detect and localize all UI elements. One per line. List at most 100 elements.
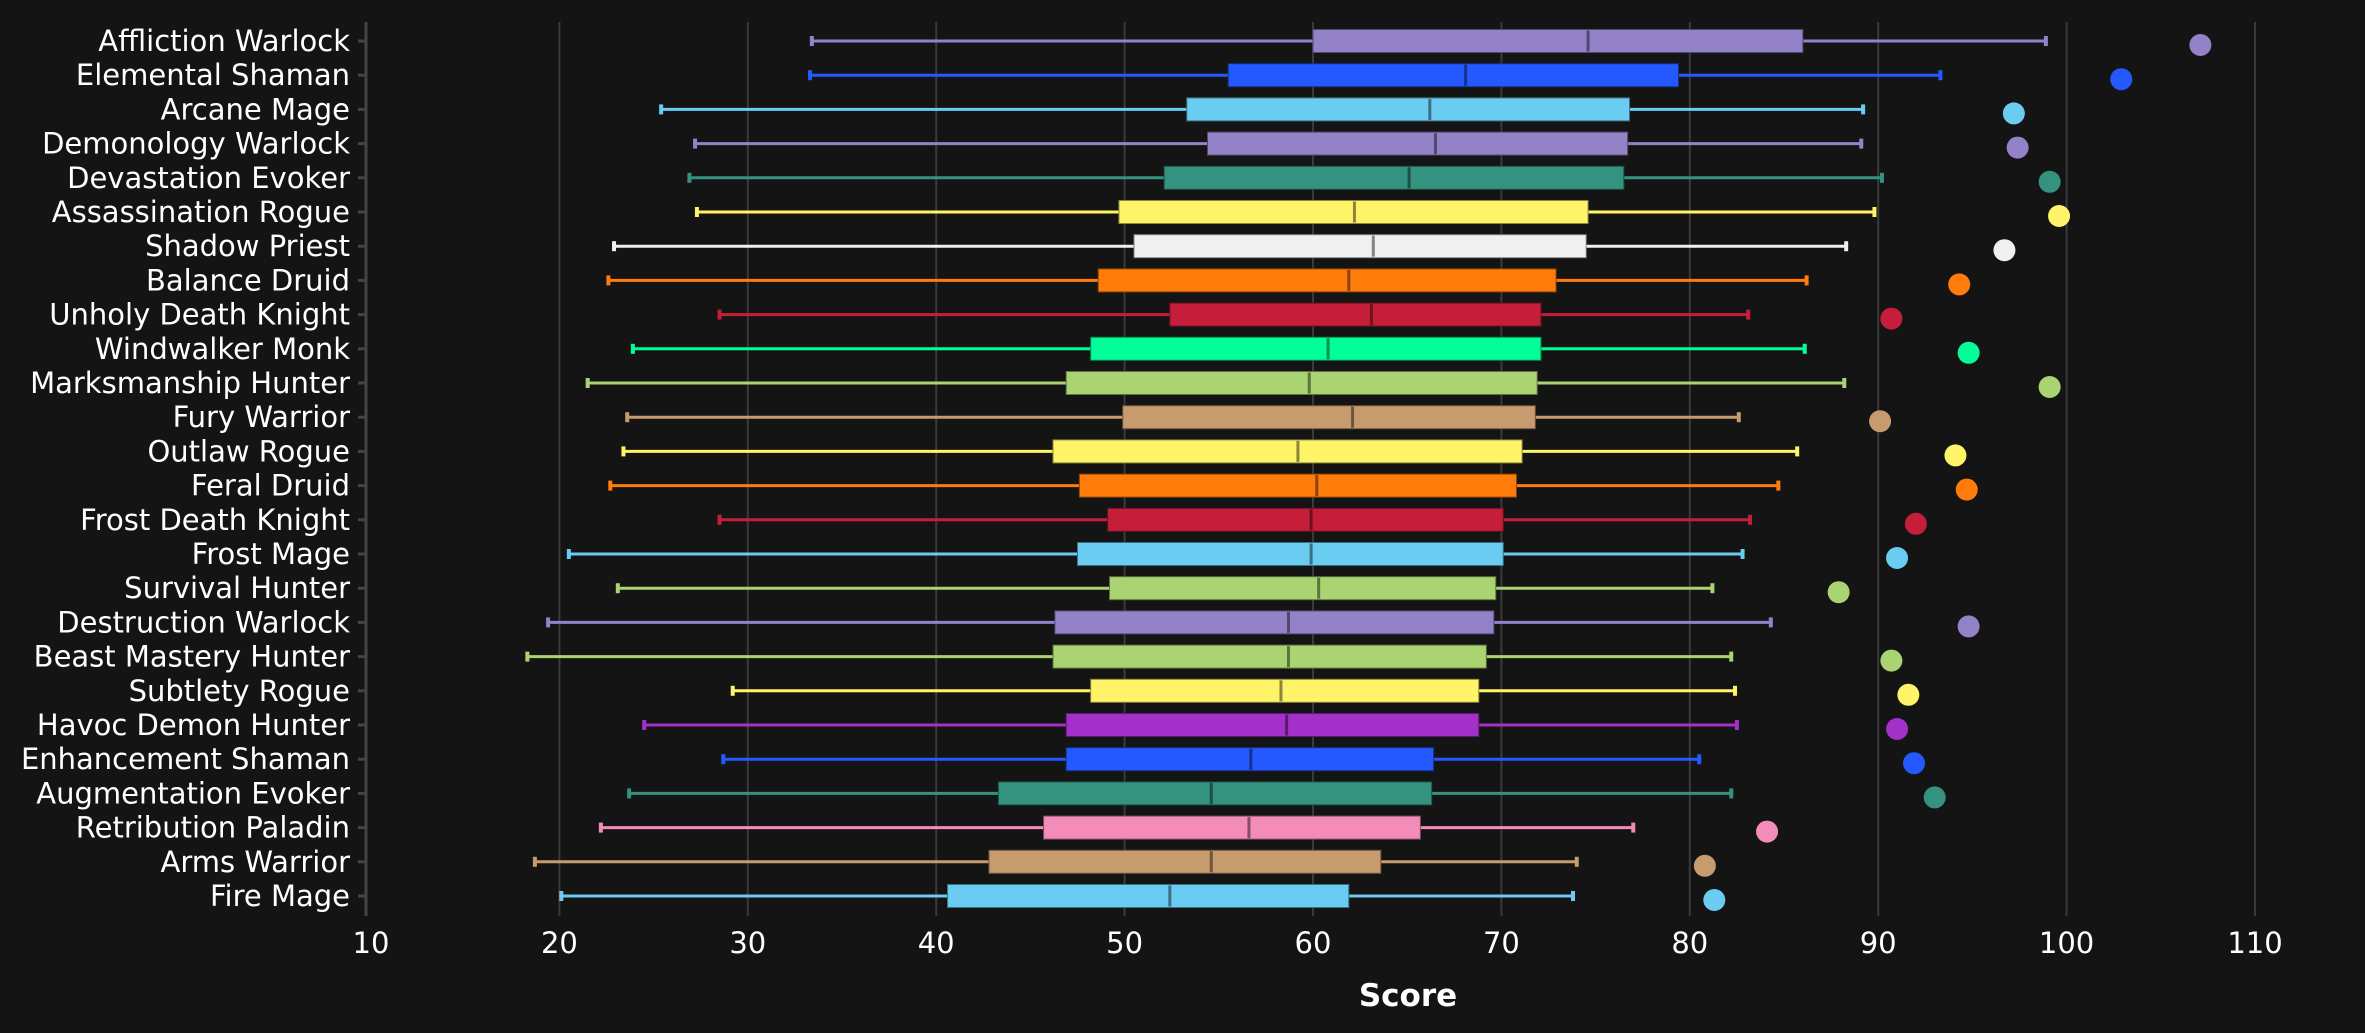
box-retribution-paladin [598,815,1779,843]
iqr-box [1054,610,1495,635]
iqr-box [1186,97,1631,122]
box-arcane-mage [659,97,2025,125]
y-tick-label: Fury Warrior [173,400,351,434]
y-tick-label: Arms Warrior [161,845,351,879]
iqr-box [1163,165,1625,190]
iqr-box [997,781,1433,806]
x-tick-label: 70 [1483,926,1520,960]
score-dot [1993,239,2016,262]
score-dot [1944,444,1967,467]
score-dot [1756,820,1779,843]
iqr-box [1122,405,1536,430]
box-arms-warrior [532,849,1716,877]
score-dot [2189,34,2212,56]
y-tick-label: Demonology Warlock [42,127,350,161]
score-dot [1923,786,1946,809]
score-dot [1904,512,1927,535]
plot-area [525,29,2212,911]
y-tick-label: Destruction Warlock [57,605,350,639]
score-dot [1869,410,1892,433]
box-fire-mage [559,884,1726,911]
score-dot [2038,170,2061,193]
score-dot [1902,752,1925,775]
box-frost-death-knight [717,507,1927,535]
iqr-box [988,849,1382,874]
y-tick-label: Frost Mage [192,537,350,571]
score-dot [2110,68,2133,91]
iqr-box [1065,713,1480,737]
x-tick-label: 40 [918,926,955,960]
y-tick-label: Unholy Death Knight [49,298,350,332]
y-tick-label: Outlaw Rogue [147,434,350,468]
iqr-box [1090,678,1480,703]
score-dot [1897,683,1920,706]
box-havoc-demon-hunter [642,713,1909,740]
score-dot [1827,581,1850,604]
box-demonology-warlock [693,131,2029,159]
y-tick-label: Assassination Rogue [52,195,350,229]
box-shadow-priest [612,234,2016,262]
iqr-box [1169,302,1542,327]
score-dot [1948,273,1971,296]
iqr-box [1097,268,1557,293]
box-augmentation-evoker [627,781,1946,809]
y-tick-label: Survival Hunter [124,571,350,605]
y-tick-label: Devastation Evoker [67,161,350,195]
score-dot [2038,376,2061,398]
y-tick-label: Retribution Paladin [76,811,350,845]
box-outlaw-rogue [621,439,1967,467]
box-balance-druid [606,268,1971,296]
y-tick-label: Augmentation Evoker [36,776,350,810]
box-survival-hunter [615,576,1850,604]
score-dot [1957,341,1980,364]
y-tick-label: Windwalker Monk [95,332,350,366]
iqr-box [1133,234,1587,259]
score-dot [1703,889,1726,911]
box-beast-mastery-hunter [525,644,1903,672]
x-tick-label: 80 [1671,926,1708,960]
score-dot [2048,205,2071,227]
y-tick-label: Elemental Shaman [76,58,350,92]
box-subtlety-rogue [730,678,1920,706]
box-assassination-rogue [694,200,2071,227]
y-tick-label: Affliction Warlock [98,24,350,58]
score-dot [2002,102,2025,125]
y-tick-label: Fire Mage [210,879,350,913]
box-destruction-warlock [546,610,1980,638]
y-tick-label: Subtlety Rogue [129,674,350,708]
box-marksmanship-hunter [585,371,2061,398]
iqr-box [1078,473,1517,498]
iqr-box [1090,336,1542,361]
score-dot [1880,649,1903,672]
x-tick-label: 60 [1295,926,1332,960]
x-tick-label: 110 [2227,926,2282,960]
iqr-box [1107,507,1504,532]
iqr-box [1077,542,1504,566]
box-devastation-evoker [687,165,2061,193]
score-dot [1957,615,1980,638]
y-tick-label: Frost Death Knight [80,503,350,537]
x-tick-label: 50 [1106,926,1143,960]
x-tick-label: 30 [729,926,766,960]
y-tick-label: Shadow Priest [145,229,350,263]
box-unholy-death-knight [717,302,1903,330]
box-elemental-shaman [807,63,2133,91]
iqr-box [1065,371,1538,395]
iqr-box [1043,815,1421,840]
score-dot [1693,854,1716,877]
iqr-box [1312,29,1804,53]
x-tick-label: 100 [2039,926,2094,960]
x-axis-title: Score [1359,978,1457,1014]
score-dot [1886,718,1909,740]
box-windwalker-monk [630,336,1980,364]
box-enhancement-shaman [721,747,1925,775]
y-tick-label: Enhancement Shaman [21,742,350,776]
iqr-box [947,884,1350,908]
x-axis: 10 20 30 40 50 60 70 80 90 100 110 [353,926,2283,960]
score-dot [1955,478,1978,501]
iqr-box [1052,439,1523,464]
x-tick-label: 10 [353,926,390,960]
score-dot [1880,307,1903,330]
